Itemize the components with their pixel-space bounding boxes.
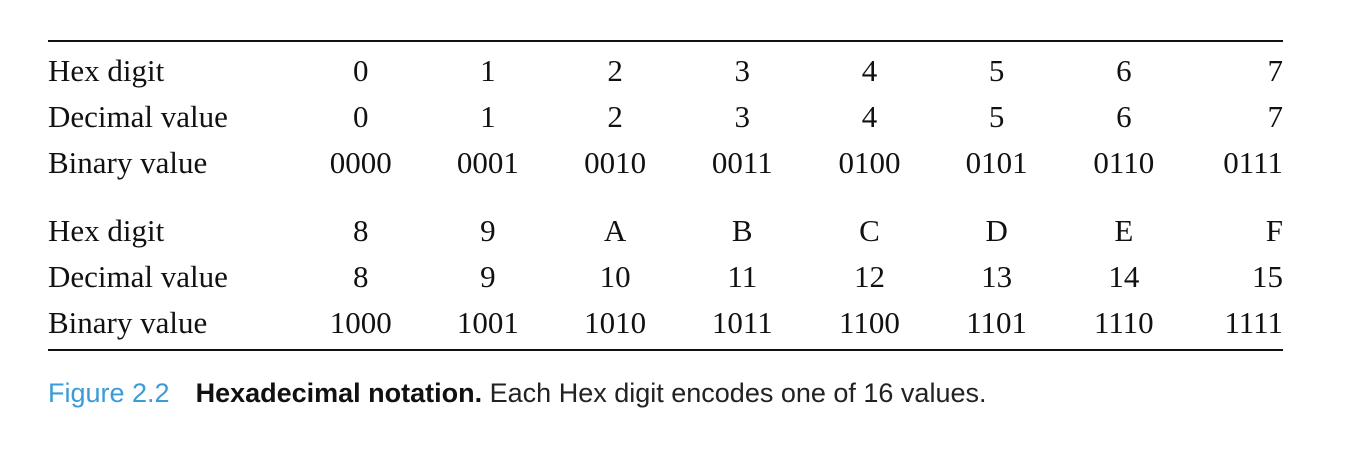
table-cell: 15 [1252, 259, 1283, 294]
table-cell: 6 [1116, 53, 1132, 88]
figure-description: Each Hex digit encodes one of 16 values. [482, 378, 987, 408]
table-cell: 8 [352, 259, 369, 294]
table-row: Binary value 0000 0001 0010 0011 0100 0101 0110… [48, 140, 1283, 186]
table-cell: 14 [1108, 259, 1140, 294]
table-row: Binary value 1000 1001 1010 1011 1100 1101 1110… [48, 300, 1283, 346]
table-cell: 0001 [456, 145, 519, 180]
group-spacer-cell [48, 186, 1283, 208]
table-cell: 2 [607, 99, 623, 134]
table-row: Decimal value 8 9 10 11 12 13 14 15 [48, 254, 1283, 300]
table-bottom-rule [48, 349, 1283, 351]
table-cell: 1101 [966, 305, 1028, 340]
table-cell: D [985, 213, 1008, 248]
table-cell: 1100 [839, 305, 900, 340]
row-label: Binary value [48, 145, 208, 180]
hex-notation-table: Hex digit 0 1 2 3 4 5 6 7 Decimal value 0 1 2 3 4 5 6 7 Bi… [48, 48, 1283, 346]
table-cell: 9 [480, 213, 496, 248]
table-cell: 0010 [584, 145, 647, 180]
table-cell: 0101 [965, 145, 1028, 180]
table-cell: 13 [981, 259, 1013, 294]
table-row: Hex digit 8 9 A B C D E F [48, 208, 1283, 254]
table-cell: 5 [988, 99, 1005, 134]
table-cell: 11 [727, 259, 758, 294]
table-cell: 7 [1267, 53, 1284, 88]
row-label: Hex digit [48, 213, 165, 248]
table-cell: 4 [861, 53, 878, 88]
table-cell: 0100 [838, 145, 901, 180]
table-cell: 6 [1116, 99, 1132, 134]
table-cell: 3 [734, 53, 751, 88]
table-cell: 0111 [1223, 145, 1283, 180]
figure-number: Figure 2.2 [48, 378, 170, 408]
table-cell: 1 [480, 99, 496, 134]
table-row: Decimal value 0 1 2 3 4 5 6 7 [48, 94, 1283, 140]
table-cell: F [1265, 213, 1283, 248]
table-cell: 12 [853, 259, 885, 294]
table-cell: 1011 [711, 305, 773, 340]
figure-title: Hexadecimal notation. [195, 378, 483, 408]
table-cell: 1010 [584, 305, 647, 340]
row-label: Binary value [48, 305, 208, 340]
table-cell: 3 [734, 99, 751, 134]
table-cell: A [603, 213, 627, 248]
table-cell: 5 [988, 53, 1005, 88]
table-cell: 0011 [711, 145, 773, 180]
figure-caption: Figure 2.2 Hexadecimal notation. Each Hex… [48, 378, 986, 409]
hex-table-body: Hex digit 0 1 2 3 4 5 6 7 Decimal value 0 1 2 3 4 5 6 7 Bi… [48, 48, 1283, 346]
table-cell: 4 [861, 99, 878, 134]
table-cell: 1000 [329, 305, 392, 340]
table-row: Hex digit 0 1 2 3 4 5 6 7 [48, 48, 1283, 94]
table-cell: E [1114, 213, 1134, 248]
row-label: Hex digit [48, 53, 165, 88]
table-top-rule [48, 40, 1283, 42]
table-cell: 2 [607, 53, 623, 88]
table-cell: 0 [352, 53, 369, 88]
group-spacer [48, 186, 1283, 208]
table-cell: 9 [480, 259, 496, 294]
table-cell: 1110 [1093, 305, 1154, 340]
table-cell: 0000 [329, 145, 392, 180]
table-cell: 7 [1267, 99, 1284, 134]
table-cell: 1111 [1224, 305, 1283, 340]
row-label: Decimal value [48, 99, 228, 134]
table-cell: 1 [480, 53, 496, 88]
table-cell: B [731, 213, 753, 248]
row-label: Decimal value [48, 259, 228, 294]
table-cell: 10 [599, 259, 631, 294]
table-cell: C [859, 213, 880, 248]
table-cell: 8 [352, 213, 369, 248]
table-cell: 0 [352, 99, 369, 134]
table-cell: 1001 [456, 305, 519, 340]
table-cell: 0110 [1093, 145, 1155, 180]
